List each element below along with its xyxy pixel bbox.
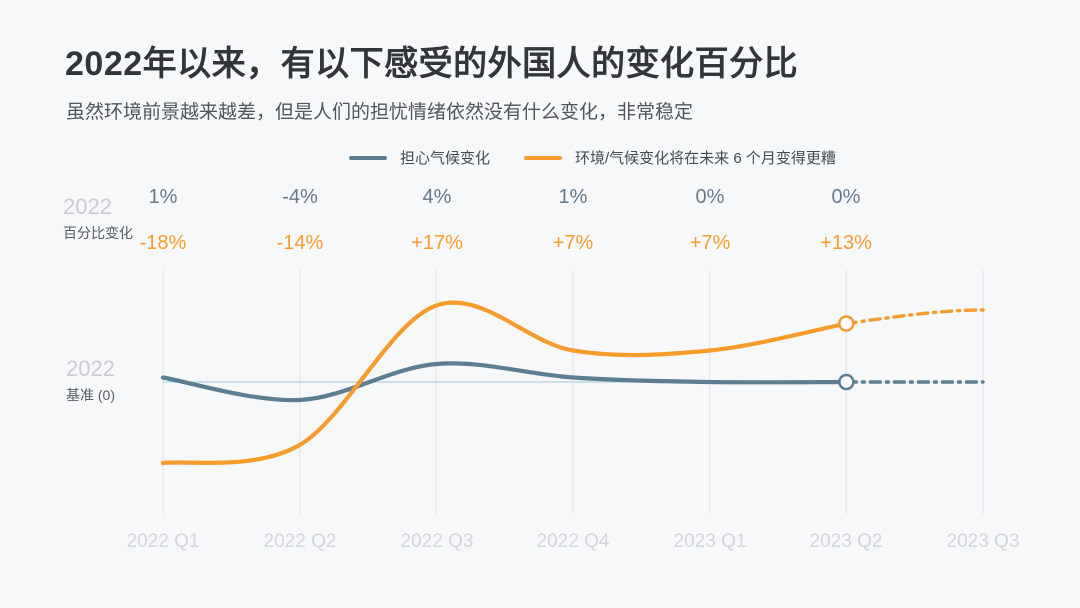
change-value-worse: -14% (276, 232, 324, 254)
series-1-marker-2023q2 (838, 315, 855, 332)
change-value-concern: -4% (282, 186, 318, 208)
x-axis-label-2023q2: 2023 Q2 (809, 531, 883, 552)
page-subtitle: 虽然环境前景越来越差，但是人们的担忧情绪依然没有什么变化，非常稳定 (66, 102, 694, 123)
x-axis-label-2022q3: 2022 Q3 (400, 531, 474, 552)
legend-label: 担心气候变化 (400, 150, 491, 167)
x-axis-label-2023q1: 2023 Q1 (673, 531, 747, 552)
left-axis-change-label: 2022 百分比变化 (63, 196, 133, 243)
series-0-marker-2023q2 (838, 373, 855, 391)
legend: 担心气候变化 环境/气候变化将在未来 6 个月变得更糟 (349, 147, 836, 168)
x-axis-label-2022q1: 2022 Q1 (126, 531, 200, 552)
change-value-concern: 4% (422, 186, 452, 208)
series-1-forecast-line (844, 308, 985, 326)
legend-swatch-orange-icon (524, 155, 563, 160)
series-0-line (160, 361, 849, 403)
change-value-concern: 1% (558, 186, 588, 208)
x-axis-label-2022q2: 2022 Q2 (263, 531, 337, 552)
left-axis-baseline-label: 2022 基准 (0) (66, 358, 115, 405)
change-value-worse: +13% (820, 232, 872, 254)
series-1-line (160, 300, 849, 466)
axis-year: 2022 (66, 356, 115, 381)
change-value-worse: -18% (139, 232, 187, 254)
axis-sub-label: 百分比变化 (63, 225, 133, 241)
change-value-concern: 0% (695, 186, 725, 208)
axis-year: 2022 (63, 194, 112, 219)
change-column-2022q1: 1% -18% (103, 186, 223, 255)
x-axis-label-2023q3: 2023 Q3 (946, 531, 1020, 552)
axis-sub-label: 基准 (0) (66, 387, 115, 403)
legend-item-worse: 环境/气候变化将在未来 6 个月变得更糟 (524, 147, 836, 168)
change-column-2023q1: 0% +7% (650, 186, 770, 255)
change-value-concern: 1% (148, 186, 178, 208)
page-title: 2022年以来，有以下感受的外国人的变化百分比 (65, 45, 799, 83)
change-value-worse: +7% (689, 232, 731, 254)
legend-label: 环境/气候变化将在未来 6 个月变得更糟 (575, 150, 836, 167)
change-column-2022q4: 1% +7% (513, 186, 633, 255)
change-column-2022q2: -4% -14% (240, 186, 360, 255)
change-value-concern: 0% (831, 186, 861, 208)
change-column-2022q3: 4% +17% (377, 186, 497, 255)
change-column-2023q2: 0% +13% (786, 186, 906, 255)
change-value-worse: +7% (552, 232, 594, 254)
legend-swatch-blue-icon (349, 155, 387, 160)
legend-item-concern: 担心气候变化 (349, 147, 490, 168)
x-axis-label-2022q4: 2022 Q4 (536, 531, 610, 552)
change-value-worse: +17% (411, 232, 463, 254)
